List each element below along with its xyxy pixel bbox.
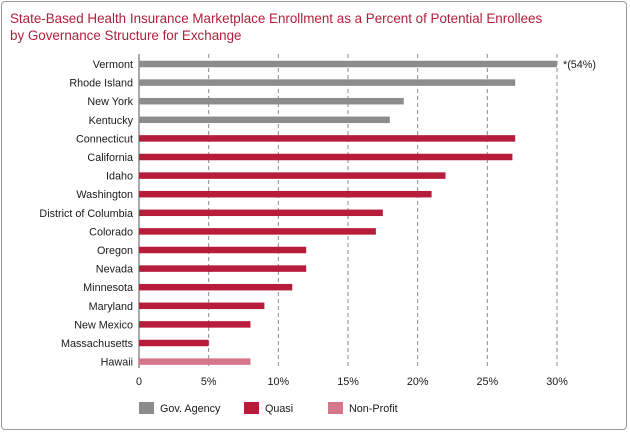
bar-rhode-island (139, 79, 516, 86)
bar-kentucky (139, 116, 390, 124)
chart-title: State-Based Health Insurance Marketplace… (10, 10, 542, 44)
bar-vermont (139, 60, 557, 68)
category-label-vermont: Vermont (93, 59, 133, 71)
x-tick-label-5: 5% (201, 376, 217, 388)
x-tick-label-20: 20% (407, 376, 429, 388)
category-label-new-mexico: New Mexico (74, 319, 133, 331)
legend-label-gov-agency: Gov. Agency (160, 403, 221, 415)
data-label-vermont: *(54%) (563, 59, 596, 71)
x-tick-label-30: 30% (546, 376, 568, 388)
category-label-nevada: Nevada (96, 264, 133, 276)
category-label-oregon: Oregon (97, 245, 133, 257)
chart-title-line-2: by Governance Structure for Exchange (10, 28, 242, 43)
bar-oregon (139, 246, 307, 254)
legend-swatch-non-profit (328, 402, 343, 414)
x-tick-label-10: 10% (268, 376, 290, 388)
bar-colorado (139, 228, 376, 235)
category-label-hawaii: Hawaii (101, 357, 133, 369)
bar-connecticut (139, 135, 516, 142)
bar-idaho (139, 172, 446, 179)
bar-hawaii (139, 358, 251, 365)
legend-label-quasi: Quasi (265, 403, 293, 415)
category-label-california: California (87, 152, 133, 164)
category-label-connecticut: Connecticut (76, 133, 133, 145)
category-label-rhode-island: Rhode Island (69, 78, 133, 90)
bar-maryland (139, 302, 265, 310)
category-label-kentucky: Kentucky (89, 115, 134, 127)
category-label-new-york: New York (87, 96, 133, 108)
category-label-idaho: Idaho (106, 171, 133, 183)
category-label-massachusetts: Massachusetts (61, 338, 134, 350)
chart-title-line-1: State-Based Health Insurance Marketplace… (10, 11, 543, 26)
bar-nevada (139, 265, 307, 272)
bar-washington (139, 190, 432, 198)
legend-label-non-profit: Non-Profit (349, 403, 398, 415)
category-label-colorado: Colorado (89, 226, 133, 238)
bar-new-mexico (139, 321, 251, 328)
bar-california (139, 153, 513, 161)
category-label-maryland: Maryland (89, 301, 133, 313)
bar-massachusetts (139, 339, 209, 347)
x-tick-label-15: 15% (337, 376, 359, 388)
category-label-washington: Washington (76, 189, 133, 201)
category-label-minnesota: Minnesota (83, 282, 133, 294)
x-tick-label-25: 25% (477, 376, 499, 388)
bar-minnesota (139, 283, 293, 291)
legend-swatch-gov-agency (139, 402, 154, 414)
bar-new-york (139, 97, 404, 105)
bar-district-of-columbia (139, 209, 383, 217)
category-label-district-of-columbia: District of Columbia (39, 208, 133, 220)
x-tick-label-0: 0 (136, 376, 142, 388)
legend-swatch-quasi (244, 402, 259, 414)
